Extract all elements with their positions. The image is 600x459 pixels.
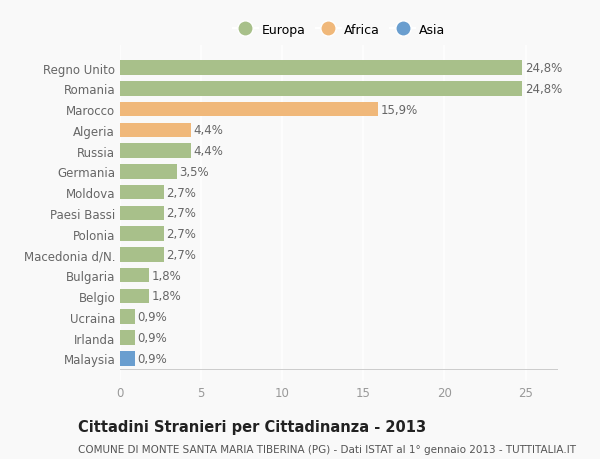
Bar <box>120 61 523 76</box>
Bar <box>120 123 191 138</box>
Bar <box>120 289 149 303</box>
Text: 2,7%: 2,7% <box>166 186 196 199</box>
Text: 2,7%: 2,7% <box>166 228 196 241</box>
Text: COMUNE DI MONTE SANTA MARIA TIBERINA (PG) - Dati ISTAT al 1° gennaio 2013 - TUTT: COMUNE DI MONTE SANTA MARIA TIBERINA (PG… <box>78 444 576 454</box>
Bar <box>120 102 378 117</box>
Text: 15,9%: 15,9% <box>380 103 418 116</box>
Text: 2,7%: 2,7% <box>166 248 196 261</box>
Text: 24,8%: 24,8% <box>525 83 562 95</box>
Text: 0,9%: 0,9% <box>137 352 167 365</box>
Text: 4,4%: 4,4% <box>194 124 224 137</box>
Text: 24,8%: 24,8% <box>525 62 562 75</box>
Text: 4,4%: 4,4% <box>194 145 224 158</box>
Bar <box>120 269 149 283</box>
Text: 0,9%: 0,9% <box>137 311 167 324</box>
Bar <box>120 351 134 366</box>
Text: Cittadini Stranieri per Cittadinanza - 2013: Cittadini Stranieri per Cittadinanza - 2… <box>78 419 426 434</box>
Bar <box>120 330 134 345</box>
Bar <box>120 144 191 158</box>
Bar <box>120 82 523 96</box>
Bar <box>120 206 164 221</box>
Bar <box>120 247 164 262</box>
Text: 1,8%: 1,8% <box>152 269 181 282</box>
Text: 0,9%: 0,9% <box>137 331 167 344</box>
Bar <box>120 227 164 241</box>
Text: 3,5%: 3,5% <box>179 166 209 179</box>
Text: 2,7%: 2,7% <box>166 207 196 220</box>
Bar <box>120 185 164 200</box>
Bar <box>120 310 134 325</box>
Bar <box>120 165 177 179</box>
Legend: Europa, Africa, Asia: Europa, Africa, Asia <box>228 19 450 42</box>
Text: 1,8%: 1,8% <box>152 290 181 303</box>
